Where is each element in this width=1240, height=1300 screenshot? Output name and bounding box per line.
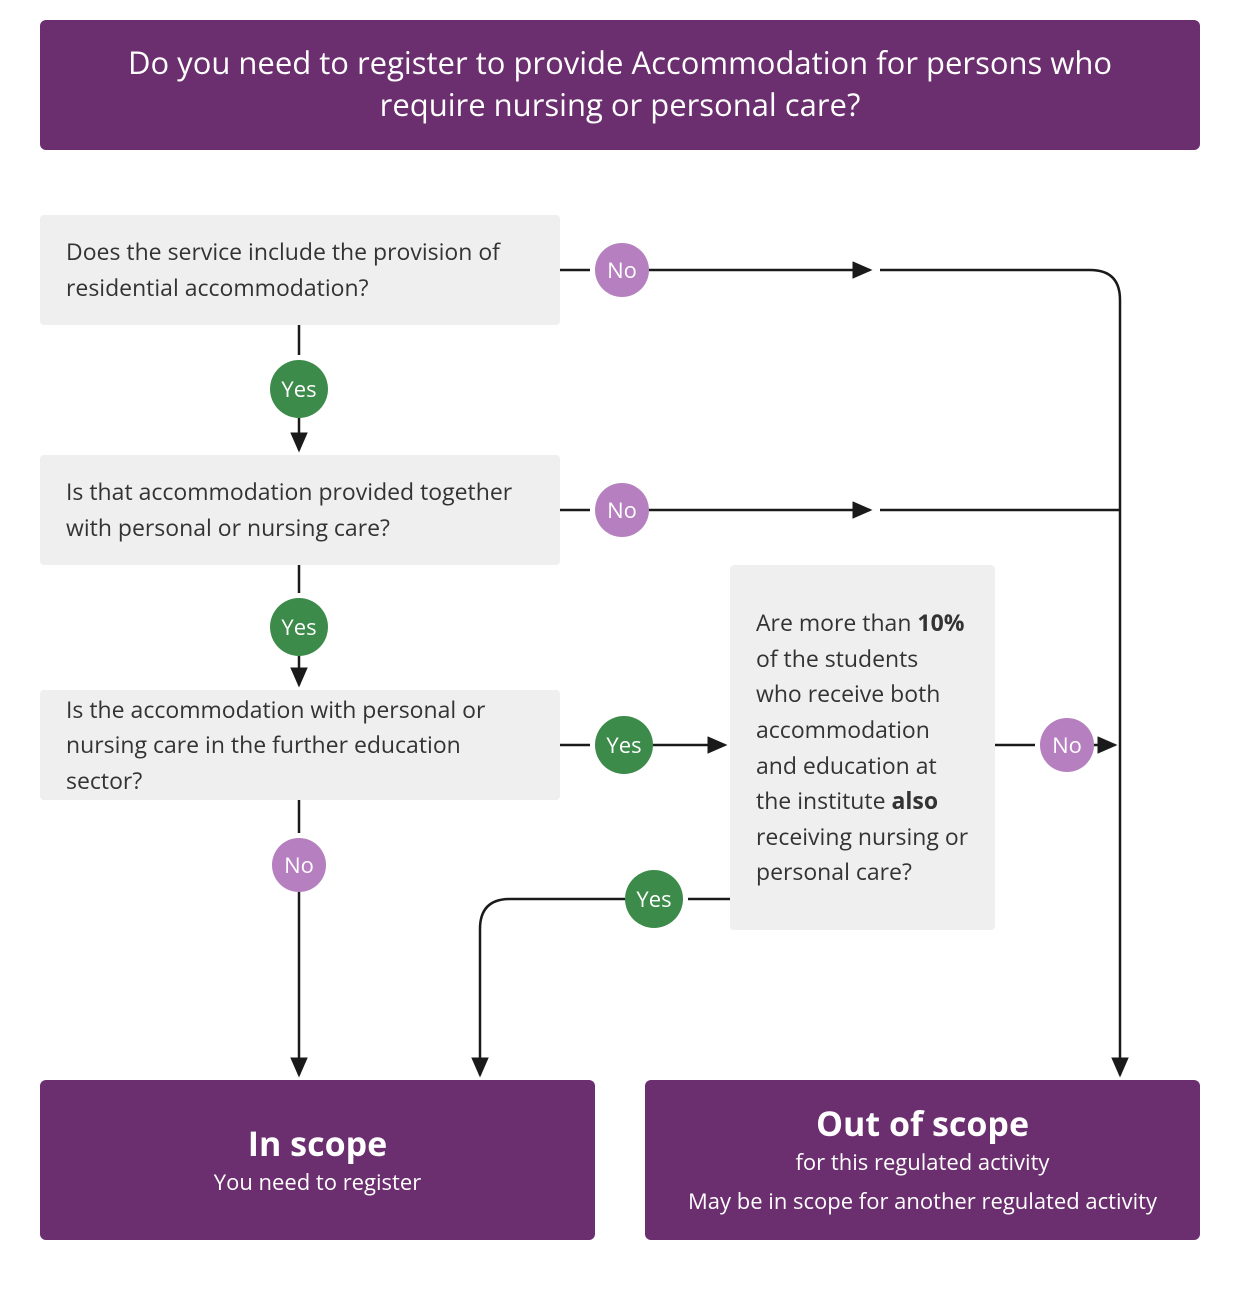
question-q2: Is that accommodation provided together …: [40, 455, 560, 565]
out-scope-title: Out of scope: [816, 1103, 1029, 1144]
outcome-in-scope: In scope You need to register: [40, 1080, 595, 1240]
question-q3: Is the accommodation with personal or nu…: [40, 690, 560, 800]
question-q1-text: Does the service include the provision o…: [66, 234, 534, 305]
pill-q1-yes: Yes: [270, 360, 328, 418]
question-q2-text: Is that accommodation provided together …: [66, 474, 534, 545]
question-q4: Are more than 10% of the students who re…: [730, 565, 995, 930]
pill-q4-yes: Yes: [625, 870, 683, 928]
title-text: Do you need to register to provide Accom…: [80, 43, 1160, 127]
outcome-out-of-scope: Out of scope for this regulated activity…: [645, 1080, 1200, 1240]
question-q4-text: Are more than 10% of the students who re…: [756, 605, 969, 890]
pill-q3-yes: Yes: [595, 716, 653, 774]
question-q1: Does the service include the provision o…: [40, 215, 560, 325]
out-scope-sub1: for this regulated activity: [796, 1148, 1050, 1178]
pill-q2-yes: Yes: [270, 598, 328, 656]
pill-q2-no: No: [595, 483, 649, 537]
title-bar: Do you need to register to provide Accom…: [40, 20, 1200, 150]
pill-q1-no: No: [595, 243, 649, 297]
pill-q4-no: No: [1040, 718, 1094, 772]
question-q3-text: Is the accommodation with personal or nu…: [66, 692, 534, 799]
in-scope-sub: You need to register: [214, 1168, 421, 1198]
out-scope-sub2: May be in scope for another regulated ac…: [688, 1187, 1157, 1217]
pill-q3-no: No: [272, 838, 326, 892]
in-scope-title: In scope: [248, 1123, 387, 1164]
flowchart-canvas: Do you need to register to provide Accom…: [0, 0, 1240, 1300]
